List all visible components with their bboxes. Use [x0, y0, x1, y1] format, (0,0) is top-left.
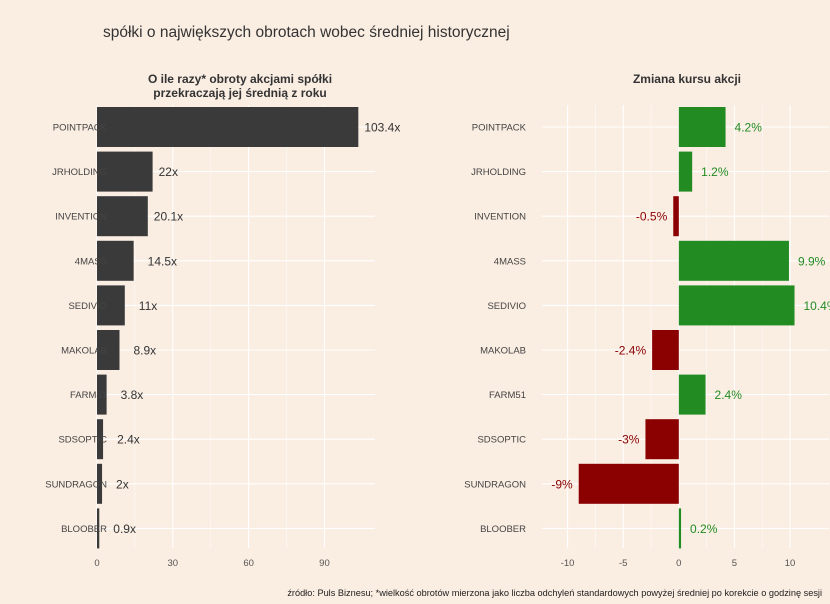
turnover-bar [97, 330, 120, 370]
price-change-category-label: SUNDRAGON [464, 479, 526, 490]
price-change-x-tick-label: 10 [785, 558, 796, 569]
price-change-bar [678, 107, 726, 147]
price-change-category-label: SEDIVIO [487, 301, 526, 312]
turnover-bar [97, 508, 100, 549]
price-change-panel: Zmiana kursu akcji -10 -5 0 5 10 POINTPACK 4.2%… [464, 72, 830, 569]
price-change-value-label: -3% [618, 433, 640, 447]
price-change-value-label: 4.2% [735, 121, 763, 135]
price-change-x-tick-label: -5 [619, 558, 627, 569]
price-change-value-label: 10.4% [804, 299, 830, 313]
price-change-bar [578, 463, 679, 504]
price-change-value-label: -2.4% [615, 344, 647, 358]
turnover-value-label: 22x [159, 165, 178, 179]
price-change-bar [678, 508, 682, 549]
price-change-value-label: 2.4% [715, 388, 743, 402]
price-change-bar [678, 285, 795, 326]
turnover-value-label: 0.9x [113, 522, 136, 536]
price-change-bar [673, 196, 679, 237]
turnover-category-label: JRHOLDING [52, 167, 107, 178]
turnover-category-label: POINTPACK [53, 123, 108, 134]
turnover-value-label: 2x [116, 477, 129, 491]
price-change-category-label: JRHOLDING [471, 167, 526, 178]
turnover-title-line: O ile razy* obroty akcjami spółki [148, 72, 332, 86]
price-change-x-tick-label: 5 [732, 558, 737, 569]
turnover-value-label: 103.4x [364, 121, 400, 135]
turnover-x-tick-label: 60 [243, 558, 254, 569]
turnover-ratio-panel: O ile razy* obroty akcjami spółki przekra… [45, 72, 400, 569]
turnover-value-label: 2.4x [117, 433, 140, 447]
price-change-category-label: 4MASS [494, 256, 526, 267]
price-change-x-tick-label: -10 [561, 558, 575, 569]
price-change-value-label: 0.2% [690, 522, 718, 536]
price-change-category-label: MAKOLAB [480, 346, 526, 357]
price-change-value-label: -0.5% [636, 210, 668, 224]
price-change-bar [678, 374, 706, 415]
price-change-value-label: 9.9% [798, 254, 826, 268]
turnover-value-label: 3.8x [121, 388, 144, 402]
turnover-value-label: 8.9x [133, 344, 156, 358]
price-change-value-label: 1.2% [701, 165, 729, 179]
price-change-title-line: Zmiana kursu akcji [633, 72, 741, 86]
price-change-category-label: SDSOPTIC [477, 435, 526, 446]
price-change-x-tick-label: 0 [676, 558, 681, 569]
turnover-bar [97, 107, 359, 147]
turnover-bar [97, 151, 153, 192]
turnover-x-tick-label: 90 [319, 558, 330, 569]
price-change-chart-title: Zmiana kursu akcji [633, 72, 741, 86]
price-change-category-label: BLOOBER [480, 524, 526, 535]
turnover-category-label: MAKOLAB [61, 346, 107, 357]
turnover-bar [97, 240, 134, 281]
turnover-value-label: 20.1x [154, 210, 183, 224]
turnover-bar [97, 196, 148, 237]
chart-main-title: spółki o największych obrotach wobec śre… [103, 24, 510, 41]
turnover-x-tick-label: 30 [168, 558, 179, 569]
price-change-value-label: -9% [551, 477, 573, 491]
price-change-bar [678, 240, 789, 281]
price-change-category-label: POINTPACK [472, 123, 527, 134]
turnover-category-label: INVENTION [55, 212, 107, 223]
turnover-category-label: SUNDRAGON [45, 479, 107, 490]
price-change-bar [678, 151, 693, 192]
turnover-title-line: przekraczają jej średnią z roku [153, 86, 326, 100]
turnover-bar [97, 463, 103, 504]
turnover-category-label: BLOOBER [61, 524, 107, 535]
turnover-category-label: SEDIVIO [68, 301, 107, 312]
turnover-bar [97, 419, 104, 460]
turnover-x-tick-label: 0 [94, 558, 99, 569]
turnover-category-label: FARM51 [70, 390, 107, 401]
turnover-bar [97, 374, 107, 415]
source-footnote: źródło: Puls Biznesu; *wielkość obrotów … [287, 588, 822, 598]
turnover-category-label: 4MASS [75, 256, 107, 267]
turnover-bar [97, 285, 125, 326]
turnover-value-label: 14.5x [148, 254, 177, 268]
price-change-bar [645, 419, 679, 460]
turnover-value-label: 11x [139, 299, 157, 313]
price-change-bar [652, 330, 679, 370]
turnover-chart-title: O ile razy* obroty akcjami spółki przekra… [148, 72, 332, 100]
price-change-category-label: FARM51 [489, 390, 526, 401]
price-change-category-label: INVENTION [474, 212, 526, 223]
turnover-category-label: SDSOPTIC [58, 435, 107, 446]
